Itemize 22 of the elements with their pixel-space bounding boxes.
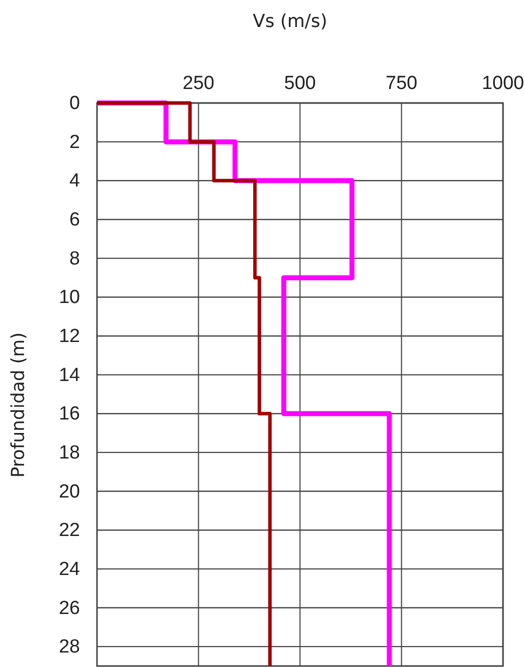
y-tick-label: 14 (58, 364, 80, 386)
x-tick-label: 500 (284, 73, 316, 94)
y-tick-label: 10 (58, 287, 80, 308)
x-axis-title: Vs (m/s) (252, 11, 328, 32)
y-tick-label: 22 (58, 520, 80, 542)
y-tick-label: 28 (58, 636, 80, 658)
y-tick-label: 26 (58, 598, 80, 619)
y-tick-label: 8 (69, 248, 80, 270)
y-tick-label: 4 (69, 170, 80, 192)
y-tick-label: 24 (58, 559, 80, 580)
y-tick-label: 2 (69, 132, 80, 153)
x-tick-label: 1000 (482, 73, 524, 94)
y-axis-title: Profundidad (m) (8, 332, 29, 478)
x-tick-label: 750 (386, 73, 418, 94)
y-tick-label: 0 (69, 93, 80, 114)
y-tick-label: 12 (58, 326, 80, 348)
y-tick-label: 16 (58, 404, 80, 425)
y-tick-label: 18 (58, 442, 80, 464)
y-tick-label: 20 (58, 481, 80, 502)
line-series (95, 101, 272, 667)
x-tick-label: 250 (182, 73, 214, 94)
y-tick-label: 6 (69, 210, 80, 231)
